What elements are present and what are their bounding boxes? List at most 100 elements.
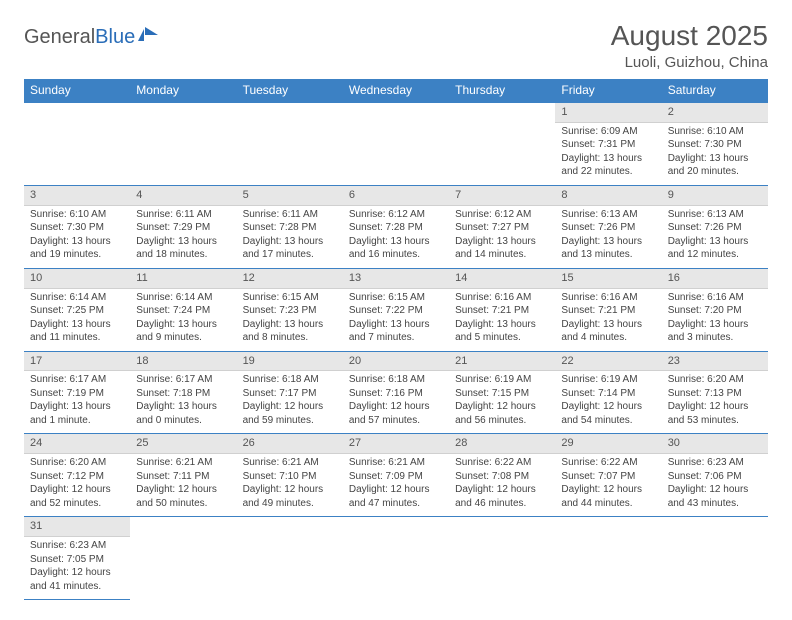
header: GeneralBlue August 2025 Luoli, Guizhou, … bbox=[24, 20, 768, 71]
sunrise-text: Sunrise: 6:23 AM bbox=[30, 539, 124, 553]
day-number-cell: 21 bbox=[449, 351, 555, 371]
daylight-text: Daylight: 12 hours and 47 minutes. bbox=[349, 483, 443, 510]
day-content-cell: Sunrise: 6:19 AMSunset: 7:14 PMDaylight:… bbox=[555, 371, 661, 434]
sunset-text: Sunset: 7:30 PM bbox=[668, 138, 762, 152]
day-number-cell: 23 bbox=[662, 351, 768, 371]
day-content-cell bbox=[449, 537, 555, 600]
day-header: Wednesday bbox=[343, 79, 449, 102]
daylight-text: Daylight: 12 hours and 46 minutes. bbox=[455, 483, 549, 510]
sunset-text: Sunset: 7:24 PM bbox=[136, 304, 230, 318]
daynum-row: 24252627282930 bbox=[24, 434, 768, 454]
sunset-text: Sunset: 7:15 PM bbox=[455, 387, 549, 401]
content-row: Sunrise: 6:17 AMSunset: 7:19 PMDaylight:… bbox=[24, 371, 768, 434]
daylight-text: Daylight: 12 hours and 44 minutes. bbox=[561, 483, 655, 510]
sunset-text: Sunset: 7:05 PM bbox=[30, 553, 124, 567]
sunrise-text: Sunrise: 6:16 AM bbox=[455, 291, 549, 305]
day-number-cell: 29 bbox=[555, 434, 661, 454]
day-content-cell: Sunrise: 6:23 AMSunset: 7:06 PMDaylight:… bbox=[662, 454, 768, 517]
day-number-cell bbox=[237, 517, 343, 537]
day-content-cell: Sunrise: 6:13 AMSunset: 7:26 PMDaylight:… bbox=[662, 205, 768, 268]
day-number-cell: 18 bbox=[130, 351, 236, 371]
sunrise-text: Sunrise: 6:17 AM bbox=[30, 373, 124, 387]
day-content-cell bbox=[130, 122, 236, 185]
page-subtitle: Luoli, Guizhou, China bbox=[611, 54, 768, 71]
day-number-cell bbox=[662, 517, 768, 537]
day-content-cell bbox=[449, 122, 555, 185]
day-number-cell: 28 bbox=[449, 434, 555, 454]
day-content-cell: Sunrise: 6:22 AMSunset: 7:08 PMDaylight:… bbox=[449, 454, 555, 517]
daylight-text: Daylight: 13 hours and 9 minutes. bbox=[136, 318, 230, 345]
day-content-cell: Sunrise: 6:11 AMSunset: 7:29 PMDaylight:… bbox=[130, 205, 236, 268]
day-number-cell: 27 bbox=[343, 434, 449, 454]
daylight-text: Daylight: 12 hours and 53 minutes. bbox=[668, 400, 762, 427]
content-row: Sunrise: 6:23 AMSunset: 7:05 PMDaylight:… bbox=[24, 537, 768, 600]
sunrise-text: Sunrise: 6:21 AM bbox=[243, 456, 337, 470]
daylight-text: Daylight: 12 hours and 54 minutes. bbox=[561, 400, 655, 427]
sunrise-text: Sunrise: 6:21 AM bbox=[136, 456, 230, 470]
logo-text-gray: General bbox=[24, 26, 95, 48]
day-content-cell: Sunrise: 6:23 AMSunset: 7:05 PMDaylight:… bbox=[24, 537, 130, 600]
sunset-text: Sunset: 7:18 PM bbox=[136, 387, 230, 401]
sunset-text: Sunset: 7:21 PM bbox=[455, 304, 549, 318]
day-number-cell bbox=[130, 102, 236, 122]
daylight-text: Daylight: 13 hours and 22 minutes. bbox=[561, 152, 655, 179]
daylight-text: Daylight: 12 hours and 43 minutes. bbox=[668, 483, 762, 510]
daylight-text: Daylight: 13 hours and 14 minutes. bbox=[455, 235, 549, 262]
day-content-cell bbox=[24, 122, 130, 185]
day-content-cell: Sunrise: 6:21 AMSunset: 7:11 PMDaylight:… bbox=[130, 454, 236, 517]
sunset-text: Sunset: 7:31 PM bbox=[561, 138, 655, 152]
day-number-cell bbox=[24, 102, 130, 122]
daylight-text: Daylight: 13 hours and 16 minutes. bbox=[349, 235, 443, 262]
sunset-text: Sunset: 7:14 PM bbox=[561, 387, 655, 401]
sunrise-text: Sunrise: 6:23 AM bbox=[668, 456, 762, 470]
sunrise-text: Sunrise: 6:11 AM bbox=[136, 208, 230, 222]
day-content-cell: Sunrise: 6:15 AMSunset: 7:23 PMDaylight:… bbox=[237, 288, 343, 351]
day-number-cell: 9 bbox=[662, 185, 768, 205]
day-number-cell: 20 bbox=[343, 351, 449, 371]
page-title: August 2025 bbox=[611, 20, 768, 52]
day-number-cell: 31 bbox=[24, 517, 130, 537]
daylight-text: Daylight: 12 hours and 49 minutes. bbox=[243, 483, 337, 510]
sunset-text: Sunset: 7:28 PM bbox=[243, 221, 337, 235]
day-content-cell: Sunrise: 6:20 AMSunset: 7:13 PMDaylight:… bbox=[662, 371, 768, 434]
day-content-cell: Sunrise: 6:10 AMSunset: 7:30 PMDaylight:… bbox=[24, 205, 130, 268]
day-content-cell bbox=[237, 122, 343, 185]
daylight-text: Daylight: 12 hours and 52 minutes. bbox=[30, 483, 124, 510]
sunset-text: Sunset: 7:08 PM bbox=[455, 470, 549, 484]
daynum-row: 10111213141516 bbox=[24, 268, 768, 288]
day-number-cell bbox=[237, 102, 343, 122]
daylight-text: Daylight: 13 hours and 12 minutes. bbox=[668, 235, 762, 262]
day-content-cell: Sunrise: 6:14 AMSunset: 7:25 PMDaylight:… bbox=[24, 288, 130, 351]
sunrise-text: Sunrise: 6:22 AM bbox=[561, 456, 655, 470]
sunset-text: Sunset: 7:21 PM bbox=[561, 304, 655, 318]
day-number-cell: 25 bbox=[130, 434, 236, 454]
daynum-row: 31 bbox=[24, 517, 768, 537]
sunset-text: Sunset: 7:22 PM bbox=[349, 304, 443, 318]
day-content-cell: Sunrise: 6:17 AMSunset: 7:18 PMDaylight:… bbox=[130, 371, 236, 434]
day-number-cell: 8 bbox=[555, 185, 661, 205]
content-row: Sunrise: 6:10 AMSunset: 7:30 PMDaylight:… bbox=[24, 205, 768, 268]
sunrise-text: Sunrise: 6:10 AM bbox=[668, 125, 762, 139]
day-number-cell bbox=[343, 102, 449, 122]
day-content-cell: Sunrise: 6:16 AMSunset: 7:21 PMDaylight:… bbox=[555, 288, 661, 351]
sunrise-text: Sunrise: 6:18 AM bbox=[243, 373, 337, 387]
sunrise-text: Sunrise: 6:15 AM bbox=[349, 291, 443, 305]
day-content-cell: Sunrise: 6:10 AMSunset: 7:30 PMDaylight:… bbox=[662, 122, 768, 185]
daylight-text: Daylight: 13 hours and 18 minutes. bbox=[136, 235, 230, 262]
sunrise-text: Sunrise: 6:13 AM bbox=[668, 208, 762, 222]
day-content-cell: Sunrise: 6:12 AMSunset: 7:28 PMDaylight:… bbox=[343, 205, 449, 268]
sunrise-text: Sunrise: 6:12 AM bbox=[349, 208, 443, 222]
day-number-cell: 16 bbox=[662, 268, 768, 288]
daylight-text: Daylight: 13 hours and 7 minutes. bbox=[349, 318, 443, 345]
day-number-cell: 17 bbox=[24, 351, 130, 371]
day-content-cell bbox=[343, 537, 449, 600]
sunrise-text: Sunrise: 6:10 AM bbox=[30, 208, 124, 222]
sunset-text: Sunset: 7:07 PM bbox=[561, 470, 655, 484]
daylight-text: Daylight: 13 hours and 17 minutes. bbox=[243, 235, 337, 262]
logo-text-blue: Blue bbox=[95, 26, 135, 48]
sunset-text: Sunset: 7:26 PM bbox=[668, 221, 762, 235]
daylight-text: Daylight: 13 hours and 13 minutes. bbox=[561, 235, 655, 262]
day-number-cell bbox=[343, 517, 449, 537]
daylight-text: Daylight: 12 hours and 41 minutes. bbox=[30, 566, 124, 593]
day-number-cell: 10 bbox=[24, 268, 130, 288]
